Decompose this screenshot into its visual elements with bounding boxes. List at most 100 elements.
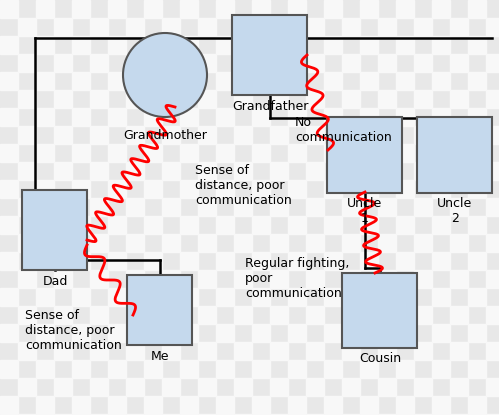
Bar xyxy=(108,36,126,54)
Bar xyxy=(90,54,108,72)
Bar xyxy=(162,306,180,324)
Text: Grandfather: Grandfather xyxy=(232,100,308,113)
Bar xyxy=(18,378,36,396)
Bar xyxy=(396,108,414,126)
Bar xyxy=(216,288,234,306)
Bar xyxy=(72,324,90,342)
Bar xyxy=(90,126,108,144)
Text: Sense of
distance, poor
communication: Sense of distance, poor communication xyxy=(195,164,292,207)
Bar xyxy=(396,216,414,234)
Bar xyxy=(288,36,306,54)
Bar xyxy=(306,342,324,360)
Bar xyxy=(72,0,90,18)
Bar xyxy=(144,180,162,198)
Bar xyxy=(468,324,486,342)
Bar xyxy=(108,108,126,126)
Bar xyxy=(342,198,360,216)
Bar xyxy=(450,162,468,180)
Bar xyxy=(486,234,499,252)
Bar xyxy=(234,90,252,108)
Bar xyxy=(324,36,342,54)
Bar xyxy=(468,0,486,18)
Bar xyxy=(198,378,216,396)
Bar xyxy=(342,18,360,36)
Bar xyxy=(450,54,468,72)
Bar xyxy=(270,18,288,36)
Bar xyxy=(180,72,198,90)
Bar xyxy=(162,18,180,36)
Bar xyxy=(378,18,396,36)
Bar xyxy=(90,18,108,36)
Bar xyxy=(288,72,306,90)
Bar xyxy=(72,180,90,198)
Bar xyxy=(162,162,180,180)
Bar xyxy=(252,72,270,90)
Bar xyxy=(360,72,378,90)
Bar xyxy=(180,216,198,234)
FancyBboxPatch shape xyxy=(327,117,403,193)
Bar xyxy=(468,144,486,162)
Bar xyxy=(18,342,36,360)
Bar xyxy=(288,108,306,126)
Bar xyxy=(0,36,18,54)
Bar xyxy=(396,144,414,162)
FancyBboxPatch shape xyxy=(233,15,307,95)
Bar xyxy=(18,414,36,415)
Bar xyxy=(324,288,342,306)
Bar xyxy=(144,108,162,126)
Bar xyxy=(126,270,144,288)
Bar xyxy=(18,54,36,72)
Bar xyxy=(414,54,432,72)
Bar xyxy=(198,306,216,324)
Bar xyxy=(324,216,342,234)
Text: Cousin: Cousin xyxy=(359,352,401,365)
Bar xyxy=(360,360,378,378)
Bar xyxy=(180,180,198,198)
Bar xyxy=(54,234,72,252)
Bar xyxy=(306,234,324,252)
Bar xyxy=(468,252,486,270)
Text: No
communication: No communication xyxy=(295,116,392,144)
Bar xyxy=(18,18,36,36)
Bar xyxy=(450,18,468,36)
Bar xyxy=(18,162,36,180)
Bar xyxy=(54,306,72,324)
Bar xyxy=(54,270,72,288)
Bar xyxy=(378,234,396,252)
Bar xyxy=(0,360,18,378)
Bar xyxy=(360,36,378,54)
Bar xyxy=(90,270,108,288)
Bar xyxy=(270,270,288,288)
Bar xyxy=(468,180,486,198)
Bar xyxy=(162,234,180,252)
Bar xyxy=(180,36,198,54)
Bar xyxy=(216,72,234,90)
Bar xyxy=(126,198,144,216)
Bar xyxy=(270,54,288,72)
Bar xyxy=(288,252,306,270)
Bar xyxy=(216,360,234,378)
Bar xyxy=(108,72,126,90)
Bar xyxy=(450,234,468,252)
Bar xyxy=(306,90,324,108)
Bar xyxy=(396,0,414,18)
Bar xyxy=(450,198,468,216)
Text: Me: Me xyxy=(151,350,169,363)
Bar xyxy=(324,396,342,414)
Bar xyxy=(306,162,324,180)
Bar xyxy=(36,144,54,162)
Bar xyxy=(396,396,414,414)
Bar xyxy=(432,252,450,270)
Bar xyxy=(0,72,18,90)
Bar xyxy=(486,126,499,144)
Bar xyxy=(288,288,306,306)
Bar xyxy=(180,288,198,306)
Bar xyxy=(252,36,270,54)
Bar xyxy=(198,54,216,72)
Bar xyxy=(126,18,144,36)
Bar xyxy=(234,414,252,415)
Bar xyxy=(54,378,72,396)
Bar xyxy=(90,90,108,108)
Bar xyxy=(378,198,396,216)
Bar xyxy=(360,288,378,306)
